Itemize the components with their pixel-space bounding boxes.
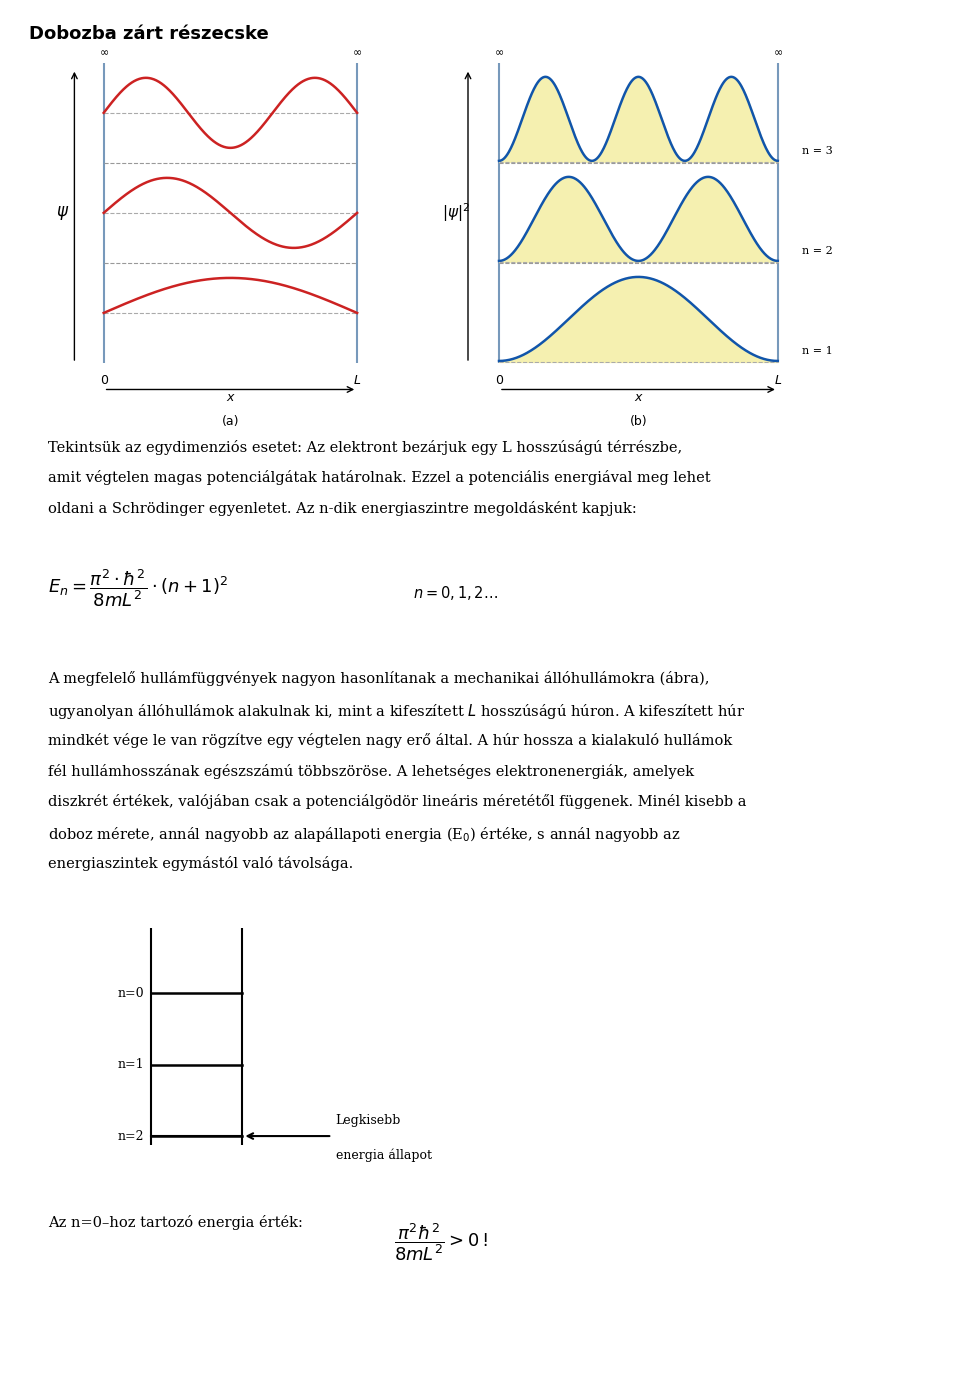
Text: ugyanolyan állóhullámok alakulnak ki, mint a kifeszített $L$ hosszúságú húron. A: ugyanolyan állóhullámok alakulnak ki, mi… — [48, 702, 745, 722]
Text: A megfelelő hullámfüggvények nagyon hasonlítanak a mechanikai állóhullámokra (áb: A megfelelő hullámfüggvények nagyon haso… — [48, 671, 709, 687]
Text: Az n=0–hoz tartozó energia érték:: Az n=0–hoz tartozó energia érték: — [48, 1215, 302, 1230]
Text: Dobozba zárt részecske: Dobozba zárt részecske — [29, 25, 269, 43]
Text: $\infty$: $\infty$ — [773, 47, 782, 57]
Text: fél hullámhosszának egészszámú többszöröse. A lehetséges elektronenergiák, amely: fél hullámhosszának egészszámú többszörö… — [48, 764, 694, 779]
Text: oldani a Schrödinger egyenletet. Az n-dik energiaszintre megoldásként kapjuk:: oldani a Schrödinger egyenletet. Az n-di… — [48, 501, 636, 517]
Text: diszkrét értékek, valójában csak a potenciálgödör lineáris méretétől függenek. M: diszkrét értékek, valójában csak a poten… — [48, 794, 747, 810]
Bar — [104, 63, 357, 363]
Text: n=2: n=2 — [118, 1129, 145, 1142]
Text: amit végtelen magas potenciálgátak határolnak. Ezzel a potenciális energiával me: amit végtelen magas potenciálgátak határ… — [48, 470, 710, 486]
Text: $E_n = \dfrac{\pi^2 \cdot \hbar^2}{8mL^2} \cdot (n+1)^2$: $E_n = \dfrac{\pi^2 \cdot \hbar^2}{8mL^2… — [48, 567, 228, 609]
Text: 0: 0 — [495, 374, 503, 387]
Text: L: L — [353, 374, 361, 387]
Bar — [499, 63, 778, 363]
Text: n = 1: n = 1 — [802, 346, 832, 356]
Text: (b): (b) — [630, 415, 647, 429]
Text: doboz mérete, annál nagyobb az alapállapoti energia (E$_0$) értéke, s annál nagy: doboz mérete, annál nagyobb az alapállap… — [48, 825, 681, 845]
Text: $\dfrac{\pi^2\hbar^2}{8mL^2} > 0\,!$: $\dfrac{\pi^2\hbar^2}{8mL^2} > 0\,!$ — [394, 1222, 488, 1263]
Text: mindkét vége le van rögzítve egy végtelen nagy erő által. A húr hossza a kialaku: mindkét vége le van rögzítve egy végtele… — [48, 733, 732, 748]
Text: x: x — [227, 391, 234, 405]
Text: x: x — [635, 391, 642, 405]
Text: $\infty$: $\infty$ — [494, 47, 504, 57]
Text: (a): (a) — [222, 415, 239, 429]
Text: Legkisebb: Legkisebb — [336, 1114, 401, 1128]
Text: 0: 0 — [100, 374, 108, 387]
Text: n = 2: n = 2 — [802, 246, 832, 255]
Text: L: L — [775, 374, 781, 387]
Text: $\infty$: $\infty$ — [99, 47, 108, 57]
Text: $\infty$: $\infty$ — [352, 47, 362, 57]
Text: $|\psi|^2$: $|\psi|^2$ — [442, 201, 470, 225]
Text: $\psi$: $\psi$ — [56, 204, 69, 222]
Text: n=1: n=1 — [118, 1058, 145, 1071]
Text: energia állapot: energia állapot — [336, 1149, 432, 1163]
Text: Tekintsük az egydimenziós esetet: Az elektront bezárjuk egy L hosszúságú térrész: Tekintsük az egydimenziós esetet: Az ele… — [48, 440, 683, 455]
Text: $n = 0, 1, 2\ldots$: $n = 0, 1, 2\ldots$ — [413, 584, 498, 602]
Text: energiaszintek egymástól való távolsága.: energiaszintek egymástól való távolsága. — [48, 856, 353, 871]
Text: n = 3: n = 3 — [802, 147, 832, 156]
Text: n=0: n=0 — [118, 987, 145, 1000]
